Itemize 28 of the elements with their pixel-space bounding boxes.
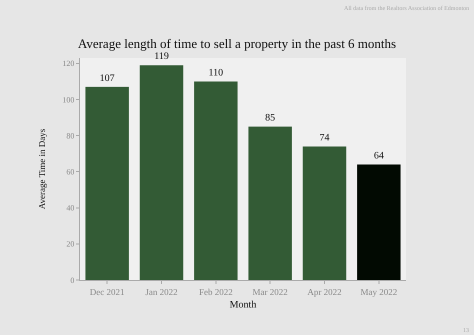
y-tick-label: 0	[70, 276, 74, 285]
data-label: 85	[265, 112, 276, 124]
data-label: 107	[100, 72, 115, 84]
bar	[140, 65, 184, 280]
x-tick-label: Feb 2022	[198, 286, 233, 297]
data-label: 64	[374, 150, 384, 162]
x-tick-label: Apr 2022	[307, 286, 342, 297]
y-tick-label: 40	[66, 204, 74, 213]
bar	[357, 164, 401, 280]
bar	[248, 126, 292, 280]
chart-title: Average length of time to sell a property in the past 6 months	[78, 36, 396, 52]
y-tick-label: 100	[62, 95, 74, 104]
x-tick-label: Mar 2022	[252, 286, 288, 297]
data-label: 74	[320, 132, 330, 144]
data-label: 119	[154, 51, 169, 62]
y-tick-label: 20	[66, 240, 74, 249]
y-axis-title: Average Time in Days	[36, 128, 47, 210]
x-tick-label: Dec 2021	[90, 286, 125, 297]
bar	[302, 146, 346, 280]
bar	[85, 86, 129, 280]
data-label: 110	[208, 67, 224, 78]
x-tick-label: May 2022	[360, 286, 398, 297]
y-tick-label: 80	[66, 131, 74, 140]
x-axis-title: Month	[230, 299, 256, 310]
y-tick-label: 120	[62, 59, 74, 68]
x-tick-label: Jan 2022	[145, 286, 178, 297]
bar	[194, 81, 238, 280]
y-tick-label: 60	[66, 168, 74, 177]
